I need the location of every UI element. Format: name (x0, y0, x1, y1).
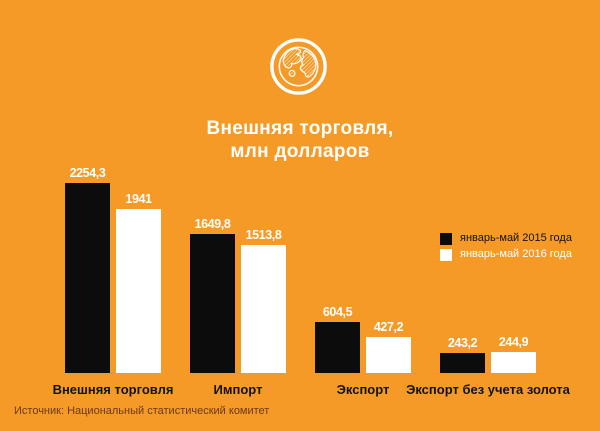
legend-swatch-2015 (440, 232, 452, 245)
value-label-2016-category-2: 1513,8 (245, 228, 282, 243)
bar-group-2: 1649,8 1513,8 Импорт (190, 53, 286, 397)
bar-2015-category-2 (190, 233, 235, 373)
bar-2015-category-3 (315, 322, 360, 373)
legend-item-2016: январь-май 2016 года (440, 248, 572, 261)
bar-group-3: 604,5 427,2 Экспорт (315, 53, 411, 397)
bar-2016-category-1 (116, 209, 161, 373)
legend-label-2015: январь-май 2015 года (460, 232, 572, 244)
value-label-2016-category-4: 244,9 (498, 335, 529, 350)
value-label-2015-category-1: 2254,3 (69, 166, 106, 180)
chart-title-line2: млн долларов (230, 141, 370, 162)
bar-group-1: 2254,3 1941 Внешняя торговля (53, 53, 174, 397)
legend-swatch-2016 (440, 248, 452, 261)
bar-group-4: 243,2 244,9 Экспорт без учета золота (406, 53, 570, 397)
category-label-4: Экспорт без учета золота (406, 382, 570, 397)
legend: январь-май 2015 года январь-май 2016 год… (440, 232, 572, 264)
value-label-2016-category-3: 427,2 (373, 320, 404, 334)
bar-2015-category-1 (65, 183, 110, 373)
chart-title-line1: Внешняя торговля, (206, 118, 394, 139)
chart-title: Внешняя торговля, млн долларов (0, 117, 600, 163)
legend-item-2015: январь-май 2015 года (440, 232, 572, 245)
bar-2015-category-4 (440, 352, 485, 373)
category-label-2: Импорт (213, 382, 263, 397)
value-label-2015-category-2: 1649,8 (194, 216, 231, 231)
bar-2016-category-3 (366, 337, 411, 373)
source-credit: Источник: Национальный статистический ко… (14, 405, 270, 417)
category-label-1: Внешняя торговля (52, 382, 174, 397)
value-label-2015-category-3: 604,5 (322, 305, 353, 320)
value-label-2015-category-4: 243,2 (447, 335, 478, 350)
globe-icon (269, 37, 328, 96)
legend-label-2016: январь-май 2016 года (460, 248, 572, 260)
bar-2016-category-2 (241, 245, 286, 373)
value-label-2016-category-1: 1941 (125, 192, 152, 207)
bar-2016-category-4 (491, 352, 536, 373)
category-label-3: Экспорт (336, 382, 390, 397)
